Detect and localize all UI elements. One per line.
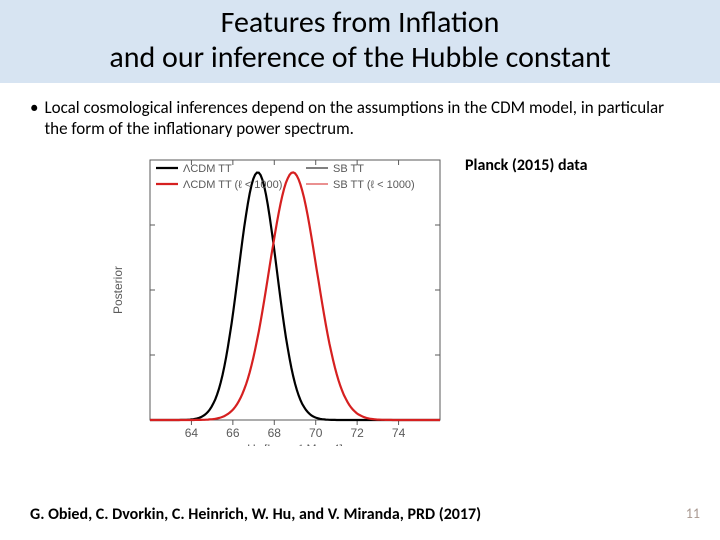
bullet-text: Local cosmological inferences depend on … xyxy=(44,97,690,140)
svg-text:74: 74 xyxy=(392,426,406,440)
svg-text:64: 64 xyxy=(185,426,199,440)
svg-text:ΛCDM TT: ΛCDM TT xyxy=(183,163,232,175)
svg-text:ΛCDM TT (ℓ < 1000): ΛCDM TT (ℓ < 1000) xyxy=(183,179,282,191)
data-annotation: Planck (2015) data xyxy=(465,156,588,175)
bullet-item: • Local cosmological inferences depend o… xyxy=(30,97,690,140)
slide-title: Features from Inflationand our inference… xyxy=(10,6,710,75)
bullet-area: • Local cosmological inferences depend o… xyxy=(0,83,720,146)
svg-text:72: 72 xyxy=(350,426,364,440)
bullet-marker: • xyxy=(30,97,38,140)
svg-text:66: 66 xyxy=(226,426,240,440)
citation: G. Obied, C. Dvorkin, C. Heinrich, W. Hu… xyxy=(30,505,481,524)
title-bar: Features from Inflationand our inference… xyxy=(0,0,720,83)
posterior-chart: 64 66 68 70 72 74 H₀ [km s⁻¹ Mpc⁻¹] Posterior ΛC… xyxy=(90,146,450,446)
chart-area: 64 66 68 70 72 74 H₀ [km s⁻¹ Mpc⁻¹] Posterior ΛC… xyxy=(0,146,720,456)
svg-text:70: 70 xyxy=(309,426,323,440)
slide-number: 11 xyxy=(686,505,700,522)
svg-text:SB TT (ℓ < 1000): SB TT (ℓ < 1000) xyxy=(333,179,415,191)
svg-text:SB TT: SB TT xyxy=(333,163,364,175)
svg-text:Posterior: Posterior xyxy=(111,265,125,313)
svg-text:H₀ [km s⁻¹ Mpc⁻¹]: H₀ [km s⁻¹ Mpc⁻¹] xyxy=(247,442,343,446)
svg-text:68: 68 xyxy=(268,426,282,440)
